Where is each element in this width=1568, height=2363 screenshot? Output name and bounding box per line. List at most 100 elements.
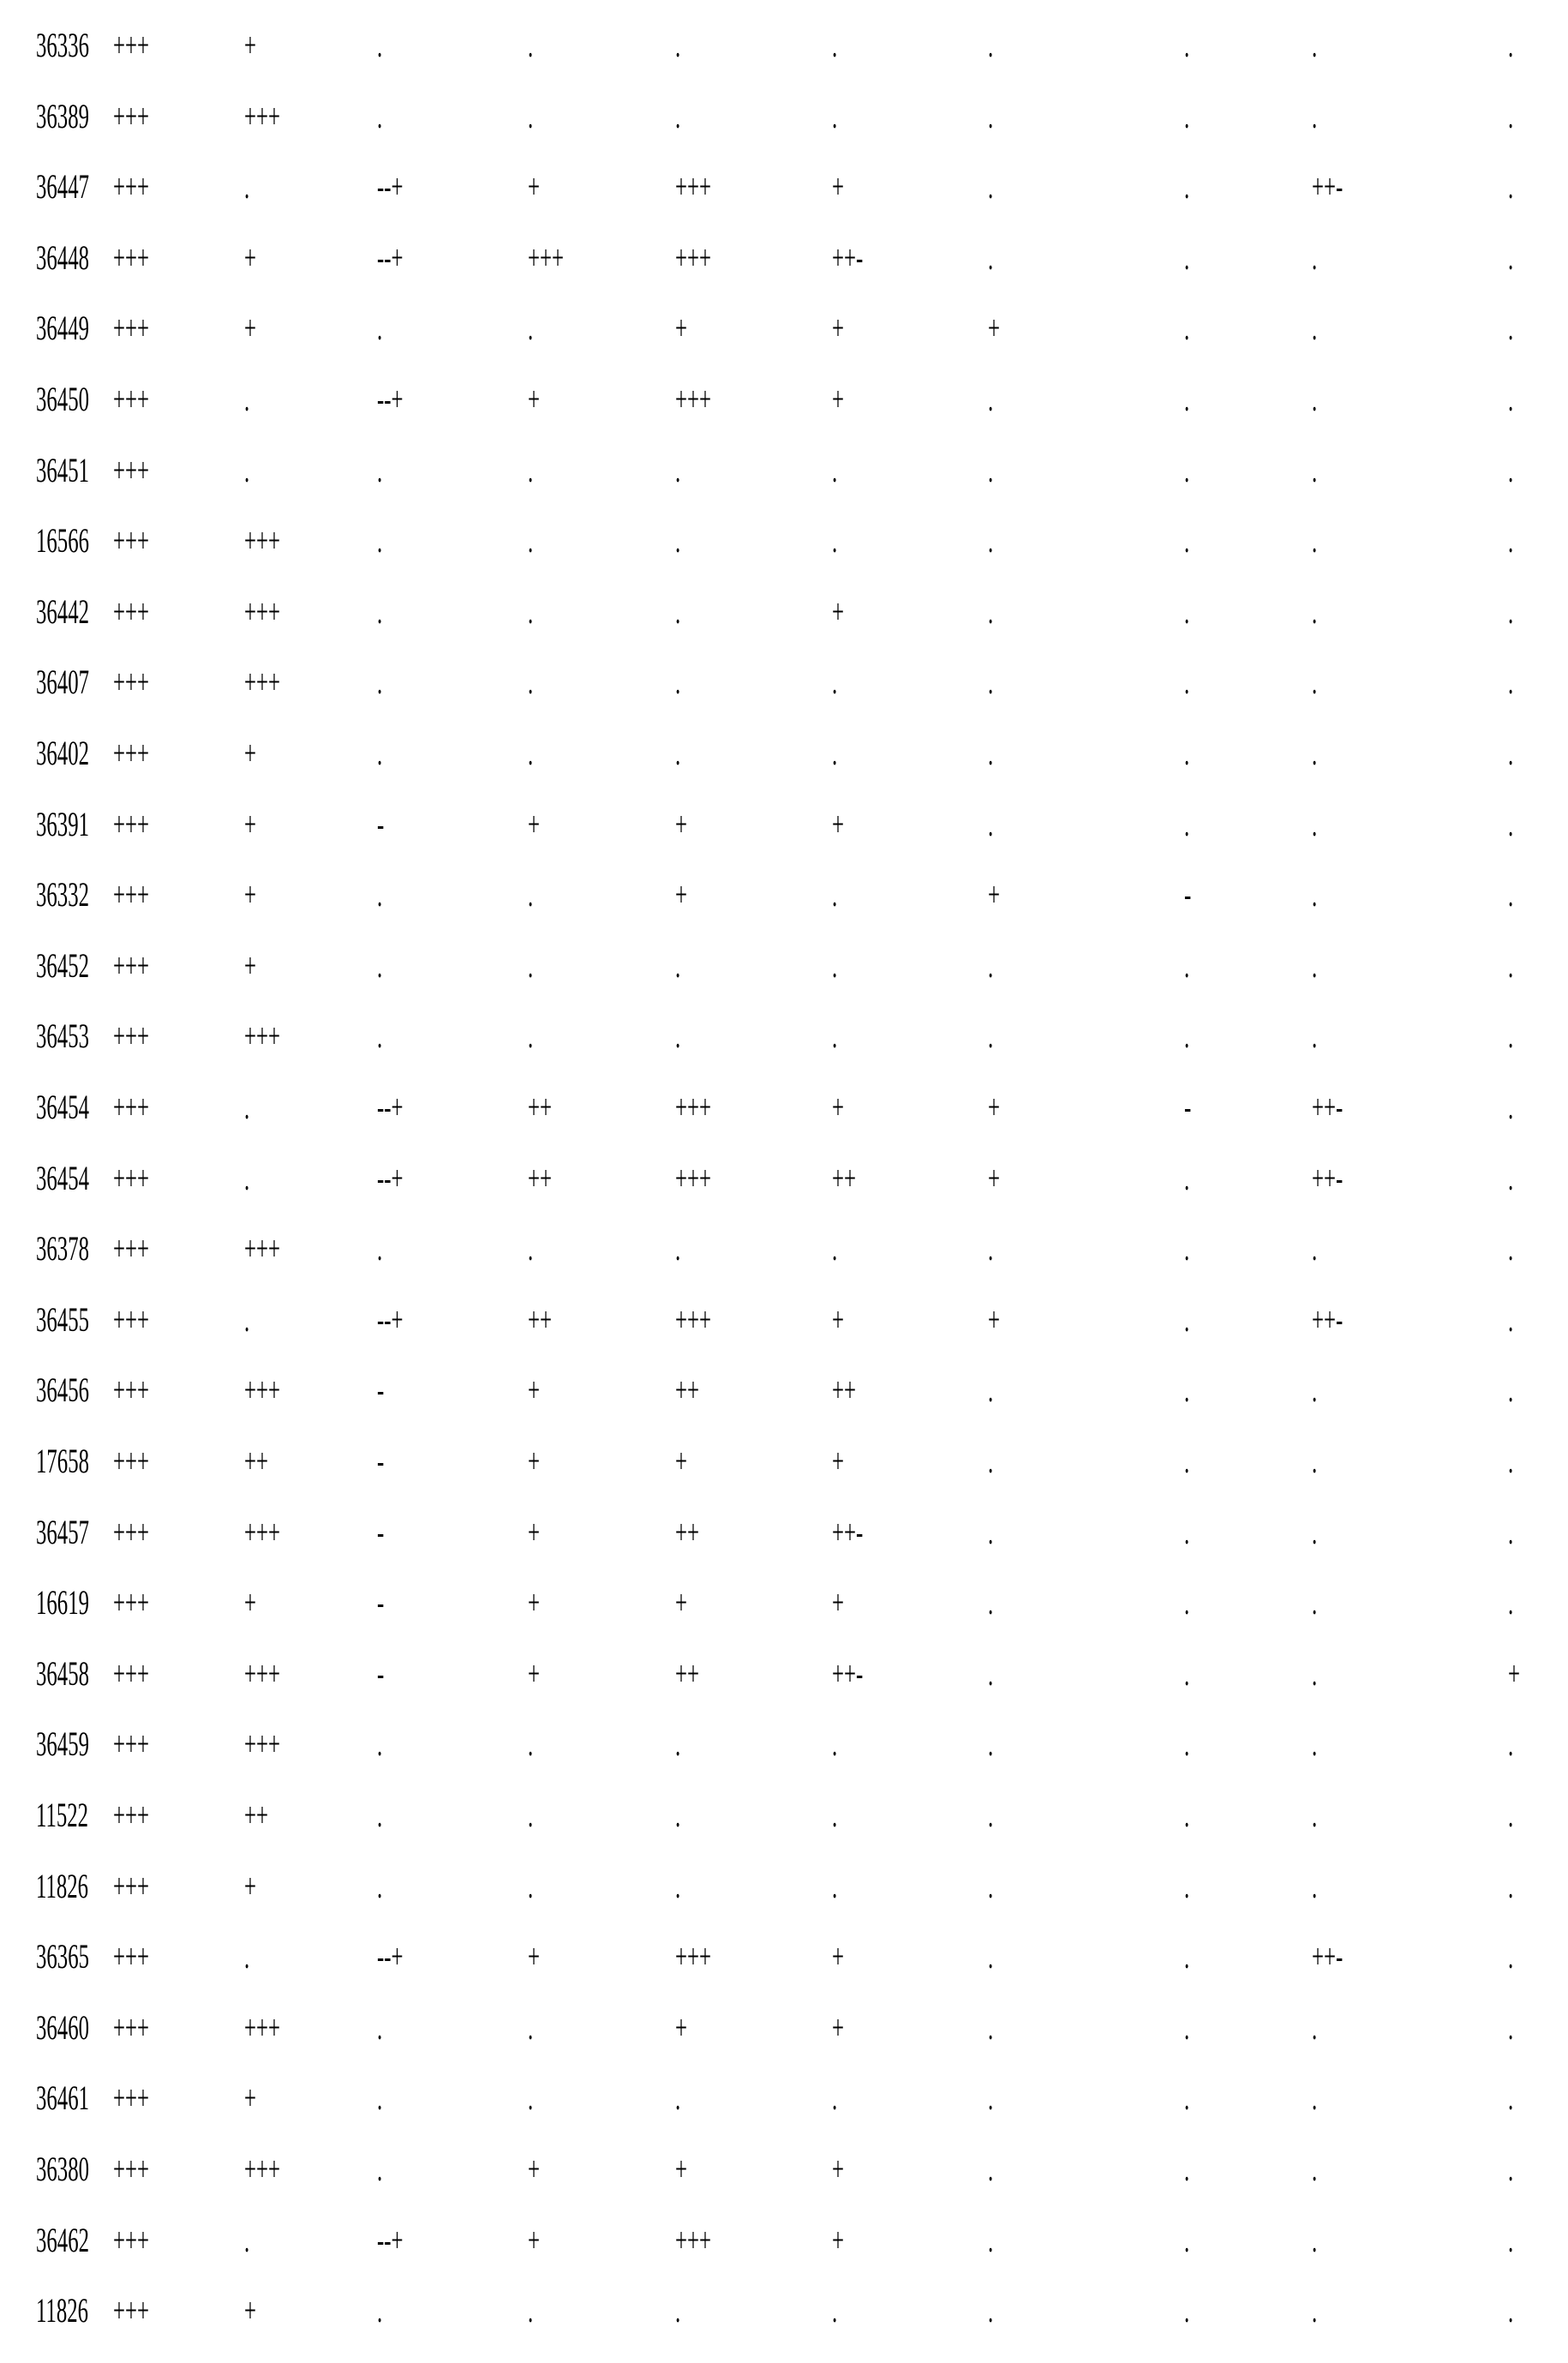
result-cell: +++: [675, 161, 711, 213]
result-cell: +++: [244, 1648, 280, 1700]
result-cell: .: [675, 2285, 680, 2336]
compound-id: 16566: [36, 515, 89, 567]
result-cell: .: [528, 869, 533, 921]
result-cell: .: [377, 1790, 382, 1841]
compound-id: 36462: [36, 2215, 89, 2266]
result-cell: .: [1508, 940, 1513, 992]
result-cell: +++: [244, 1364, 280, 1416]
result-cell: .: [1312, 1861, 1317, 1912]
result-cell: .: [675, 940, 680, 992]
result-cell: .: [1184, 1648, 1189, 1700]
result-cell: .: [1508, 515, 1513, 567]
result-cell: --+: [377, 1294, 404, 1346]
result-cell: .: [988, 374, 993, 425]
result-cell: +: [832, 161, 844, 213]
result-cell: .: [988, 20, 993, 71]
result-cell: .: [1312, 657, 1317, 708]
compound-id: 11522: [36, 1790, 88, 1841]
result-cell: ++-: [1312, 1153, 1343, 1204]
result-cell: .: [675, 515, 680, 567]
result-cell: .: [1508, 1153, 1513, 1204]
result-cell: .: [377, 2144, 382, 2195]
result-cell: +: [832, 1294, 844, 1346]
result-cell: .: [377, 657, 382, 708]
table-row: 36448++++--+++++++++-....: [0, 232, 1568, 284]
result-cell: +: [988, 303, 1000, 354]
table-row: 36461++++........: [0, 2072, 1568, 2124]
result-cell: .: [528, 1790, 533, 1841]
result-cell: .: [832, 20, 837, 71]
compound-id: 36442: [36, 586, 89, 638]
result-cell: +++: [675, 1082, 711, 1133]
result-cell: .: [988, 1507, 993, 1558]
result-cell: +++: [113, 1648, 149, 1700]
result-cell: +: [988, 1082, 1000, 1133]
result-cell: ++-: [832, 1507, 863, 1558]
result-cell: +++: [113, 161, 149, 213]
result-cell: +: [832, 2002, 844, 2054]
table-row: 36455+++.--++++++++.++-.: [0, 1294, 1568, 1346]
result-cell: .: [1184, 940, 1189, 992]
compound-id: 36458: [36, 1648, 89, 1700]
result-cell: +: [675, 869, 687, 921]
result-cell: .: [675, 657, 680, 708]
result-cell: .: [1508, 232, 1513, 284]
result-cell: .: [1508, 91, 1513, 142]
result-cell: --+: [377, 1931, 404, 1982]
result-cell: .: [1508, 2215, 1513, 2266]
result-cell: +: [244, 2285, 256, 2336]
table-row: 17658+++++-+++....: [0, 1436, 1568, 1487]
result-cell: .: [1508, 445, 1513, 496]
table-row: 36380++++++.+++....: [0, 2144, 1568, 2195]
result-cell: .: [528, 1223, 533, 1274]
result-cell: .: [244, 1294, 249, 1346]
compound-id: 36451: [36, 445, 89, 496]
result-cell: +: [528, 374, 540, 425]
table-row: 36378++++++........: [0, 1223, 1568, 1274]
result-cell: ++-: [1312, 1082, 1343, 1133]
compound-id: 36459: [36, 1718, 89, 1770]
table-row: 11826++++........: [0, 2285, 1568, 2336]
result-cell: .: [377, 20, 382, 71]
result-cell: .: [1312, 1718, 1317, 1770]
result-cell: .: [1312, 940, 1317, 992]
result-cell: +++: [244, 515, 280, 567]
result-cell: -: [377, 799, 384, 850]
result-cell: .: [1312, 1577, 1317, 1628]
result-cell: .: [1508, 2072, 1513, 2124]
compound-id: 11826: [36, 2285, 88, 2336]
result-cell: .: [244, 1931, 249, 1982]
result-cell: .: [528, 91, 533, 142]
result-cell: .: [988, 1648, 993, 1700]
result-cell: .: [1312, 374, 1317, 425]
result-cell: --+: [377, 1153, 404, 1204]
compound-id: 36455: [36, 1294, 89, 1346]
result-cell: +: [675, 2002, 687, 2054]
result-cell: .: [1184, 1861, 1189, 1912]
result-cell: +: [528, 799, 540, 850]
result-cell: +++: [675, 1931, 711, 1982]
result-cell: .: [1508, 657, 1513, 708]
result-cell: .: [1312, 586, 1317, 638]
result-cell: .: [1312, 869, 1317, 921]
result-cell: .: [988, 1861, 993, 1912]
result-cell: +: [988, 1153, 1000, 1204]
compound-id: 36402: [36, 728, 89, 779]
table-row: 36402++++........: [0, 728, 1568, 779]
result-cell: -: [377, 1507, 384, 1558]
result-cell: +++: [113, 657, 149, 708]
result-cell: +: [244, 1577, 256, 1628]
result-cell: .: [1312, 20, 1317, 71]
result-cell: +++: [113, 1436, 149, 1487]
result-cell: +++: [675, 2215, 711, 2266]
result-cell: .: [528, 1861, 533, 1912]
result-cell: +++: [244, 586, 280, 638]
result-cell: +: [528, 1648, 540, 1700]
result-cell: .: [1508, 1011, 1513, 1062]
result-cell: .: [1508, 1577, 1513, 1628]
result-cell: .: [1184, 20, 1189, 71]
result-cell: .: [528, 586, 533, 638]
result-cell: +: [832, 2215, 844, 2266]
result-cell: +: [528, 2144, 540, 2195]
result-cell: .: [988, 1011, 993, 1062]
